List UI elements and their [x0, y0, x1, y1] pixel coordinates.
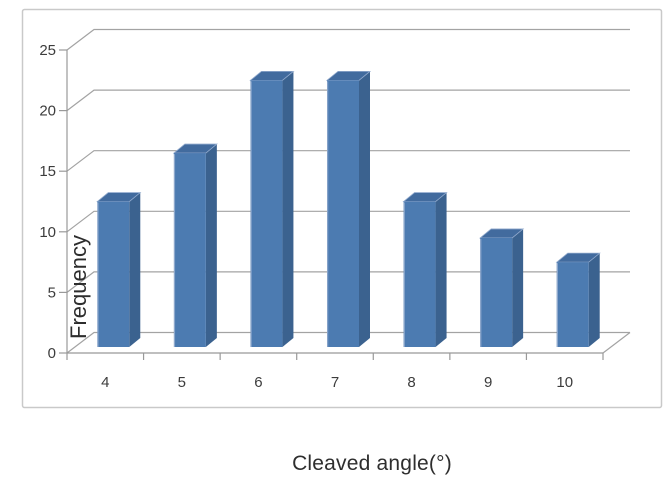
- y-tick-label: 5: [48, 284, 56, 301]
- bar-side-face: [282, 71, 294, 348]
- bar-front-face: [173, 153, 206, 347]
- gridline: [66, 331, 630, 354]
- y-tick-label: 0: [48, 345, 56, 362]
- gridline: [66, 271, 630, 293]
- x-tick-label: 6: [254, 374, 262, 391]
- bar-front-face: [326, 80, 359, 348]
- x-axis-title: Cleaved angle(°): [292, 452, 452, 475]
- x-tick-label: 9: [484, 374, 492, 391]
- bar-front-face: [250, 80, 283, 348]
- gridline: [66, 89, 630, 112]
- floor-right-edge: [602, 332, 631, 354]
- bar-front-face: [556, 262, 589, 347]
- x-tick-label: 10: [556, 374, 573, 391]
- bar-side-face: [129, 192, 141, 347]
- x-tick-label: 7: [331, 374, 339, 391]
- gridline: [66, 210, 630, 233]
- bar-front-face: [403, 201, 436, 347]
- y-tick-label: 25: [39, 42, 56, 59]
- x-tick-label: 8: [407, 374, 415, 391]
- y-tick-label: 10: [39, 224, 56, 241]
- x-tick-label: 4: [101, 374, 109, 391]
- bar-side-face: [588, 253, 600, 347]
- bar-side-face: [435, 192, 447, 347]
- bar-side-face: [512, 228, 524, 347]
- bar-front-face: [97, 201, 130, 347]
- chart-canvas: 0 5 10 15 20 25 4 5 6 7 8 9 10 Frequency: [21, 8, 663, 409]
- bar-side-face: [205, 144, 217, 347]
- y-tick-label: 20: [39, 103, 56, 120]
- y-axis-title: Frequency: [66, 235, 91, 339]
- gridline: [66, 28, 630, 51]
- bar-front-face: [480, 237, 513, 347]
- y-tick-label: 15: [39, 163, 56, 180]
- x-tick-label: 5: [178, 374, 186, 391]
- bar-side-face: [358, 71, 370, 348]
- gridline: [66, 150, 630, 172]
